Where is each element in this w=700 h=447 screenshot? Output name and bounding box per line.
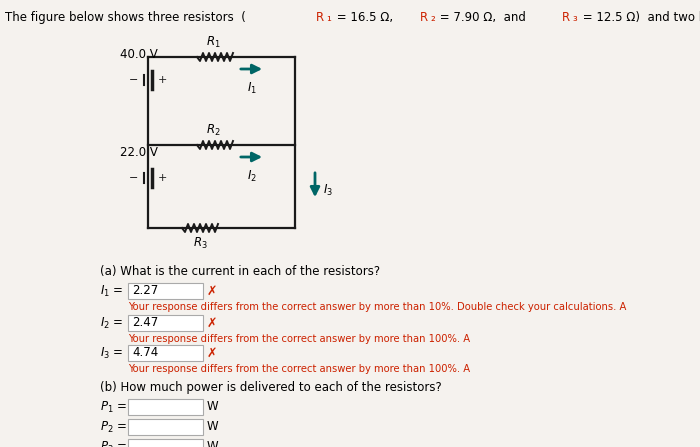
Text: $P_2$ =: $P_2$ = [100,419,127,434]
Text: Your response differs from the correct answer by more than 10%. Double check you: Your response differs from the correct a… [128,302,626,312]
Text: R: R [562,11,570,24]
FancyBboxPatch shape [128,399,203,415]
Text: 22.0 V: 22.0 V [120,147,158,160]
Text: +: + [158,173,167,183]
Text: 4.74: 4.74 [132,346,158,359]
Text: 2.47: 2.47 [132,316,158,329]
FancyBboxPatch shape [128,283,203,299]
Text: W: W [207,421,218,434]
Text: +: + [158,75,167,85]
Text: $I_3$ =: $I_3$ = [100,346,123,361]
FancyBboxPatch shape [128,419,203,435]
Text: The figure below shows three resistors  (: The figure below shows three resistors ( [5,11,246,24]
Text: −: − [129,75,138,85]
Text: ✗: ✗ [207,284,218,298]
Text: (a) What is the current in each of the resistors?: (a) What is the current in each of the r… [100,265,380,278]
Text: ₂: ₂ [430,11,435,24]
Text: $R_3$: $R_3$ [193,236,207,251]
Text: Your response differs from the correct answer by more than 100%. A: Your response differs from the correct a… [128,334,470,344]
Text: 2.27: 2.27 [132,284,158,298]
Text: W: W [207,401,218,413]
Text: $R_2$: $R_2$ [206,123,220,138]
Text: −: − [129,173,138,183]
Text: R: R [420,11,428,24]
Text: (b) How much power is delivered to each of the resistors?: (b) How much power is delivered to each … [100,381,442,394]
Text: ₃: ₃ [573,11,577,24]
Text: $P_3$ =: $P_3$ = [100,439,127,447]
Text: = 7.90 Ω,  and: = 7.90 Ω, and [437,11,534,24]
Text: ₁: ₁ [326,11,331,24]
FancyBboxPatch shape [128,315,203,331]
Text: $I_2$ =: $I_2$ = [100,316,123,330]
Text: 40.0 V: 40.0 V [120,49,158,62]
Text: $P_1$ =: $P_1$ = [100,400,127,414]
Text: $I_3$: $I_3$ [323,182,333,198]
Text: Your response differs from the correct answer by more than 100%. A: Your response differs from the correct a… [128,364,470,374]
Text: $R_1$: $R_1$ [206,35,220,50]
FancyBboxPatch shape [128,345,203,361]
Text: = 16.5 Ω,: = 16.5 Ω, [332,11,400,24]
Text: = 12.5 Ω)  and two batteries connected in a circuit: = 12.5 Ω) and two batteries connected in… [579,11,700,24]
Text: $I_1$: $I_1$ [247,81,257,96]
Text: ✗: ✗ [207,316,218,329]
Text: $I_1$ =: $I_1$ = [100,283,123,299]
Text: $I_2$: $I_2$ [247,169,257,184]
Text: R: R [316,11,324,24]
Text: W: W [207,440,218,447]
FancyBboxPatch shape [128,439,203,447]
Text: ✗: ✗ [207,346,218,359]
